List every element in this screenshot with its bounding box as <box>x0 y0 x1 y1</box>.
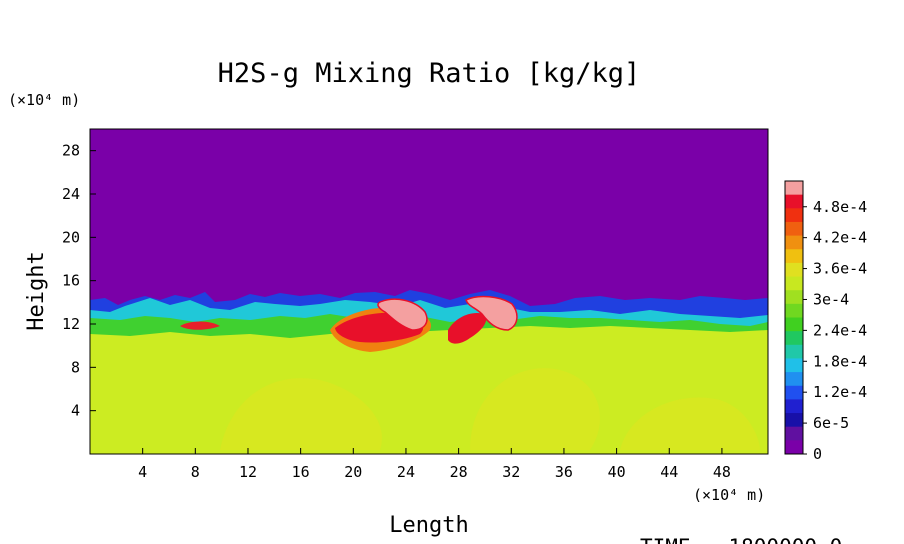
x-axis-unit: (×10⁴ m) <box>693 486 765 504</box>
colorbar-label: 4.8e-4 <box>813 198 867 216</box>
colorbar-label: 3e-4 <box>813 290 849 308</box>
colorbar-swatch <box>785 317 803 332</box>
colorbar-frame <box>784 180 804 455</box>
y-axis-label: Height <box>24 251 49 330</box>
y-tick-label: 20 <box>62 228 80 246</box>
field-pink-max-2 <box>465 295 518 331</box>
colorbar-label: 1.2e-4 <box>813 383 867 401</box>
colorbar-swatch <box>785 385 803 400</box>
colorbar-swatch <box>785 372 803 387</box>
colorbar-swatch <box>785 290 803 305</box>
colorbar-label: 0 <box>813 445 822 463</box>
colorbar-label: 2.4e-4 <box>813 321 867 339</box>
colorbar-swatch <box>785 331 803 346</box>
field-swirl-2 <box>220 378 382 450</box>
y-tick-label: 24 <box>62 185 80 203</box>
field-swirl-3 <box>620 397 760 450</box>
x-tick-label: 24 <box>397 463 415 481</box>
colorbar-swatch <box>785 426 803 441</box>
x-tick-label: 12 <box>239 463 257 481</box>
colorbar-swatch <box>785 262 803 278</box>
x-tick-label: 44 <box>660 463 678 481</box>
field-swirl-1 <box>470 368 600 450</box>
colorbar-swatch <box>785 235 803 250</box>
colorbar-swatch <box>785 399 803 414</box>
field-red-plume-2 <box>448 312 487 344</box>
x-tick-label: 32 <box>502 463 520 481</box>
colorbar-swatch <box>785 194 803 209</box>
y-axis-ticks: 4 8 12 16 20 24 28 <box>62 142 96 420</box>
colorbar-swatch <box>785 413 803 428</box>
colorbar-swatch <box>785 181 803 196</box>
colorbar-swatch <box>785 358 803 373</box>
x-tick-label: 36 <box>555 463 573 481</box>
field-red-streak <box>180 321 220 330</box>
colorbar-swatch <box>785 221 803 237</box>
plot-area <box>90 129 768 454</box>
x-axis-ticks: 4 8 12 16 20 24 28 32 36 40 44 48 <box>138 448 731 481</box>
colorbar-swatch <box>785 249 803 264</box>
y-tick-label: 28 <box>62 142 80 160</box>
colorbar-label: 3.6e-4 <box>813 260 867 278</box>
y-axis-unit: (×10⁴ m) <box>8 91 80 109</box>
colorbar-swatch <box>785 440 803 455</box>
x-tick-label: 48 <box>713 463 731 481</box>
y-tick-label: 4 <box>71 402 80 420</box>
colorbar-swatch <box>785 208 803 223</box>
x-tick-label: 4 <box>138 463 147 481</box>
x-tick-label: 8 <box>191 463 200 481</box>
x-tick-label: 40 <box>608 463 626 481</box>
y-tick-label: 16 <box>62 272 80 290</box>
plot-frame <box>89 128 769 455</box>
colorbar-labels: 4.8e-4 4.2e-4 3.6e-4 3e-4 2.4e-4 1.8e-4 1.2e-4… <box>803 198 867 463</box>
colorbar-label: 6e-5 <box>813 414 849 432</box>
x-axis-label: Length <box>389 513 468 538</box>
colorbar <box>784 180 804 455</box>
chart-title: H2S-g Mixing Ratio [kg/kg] <box>218 58 641 89</box>
y-tick-label: 12 <box>62 315 80 333</box>
colorbar-swatch <box>785 303 803 318</box>
colorbar-swatch <box>785 344 803 359</box>
colorbar-label: 1.8e-4 <box>813 352 867 370</box>
x-tick-label: 16 <box>292 463 310 481</box>
colorbar-label: 4.2e-4 <box>813 229 867 247</box>
y-tick-label: 8 <box>71 358 80 376</box>
time-label: TIME = 1800000.0 <box>640 535 842 544</box>
colorbar-swatch <box>785 276 803 291</box>
x-tick-label: 28 <box>450 463 468 481</box>
x-tick-label: 20 <box>344 463 362 481</box>
field-pink-max-1 <box>377 298 428 331</box>
